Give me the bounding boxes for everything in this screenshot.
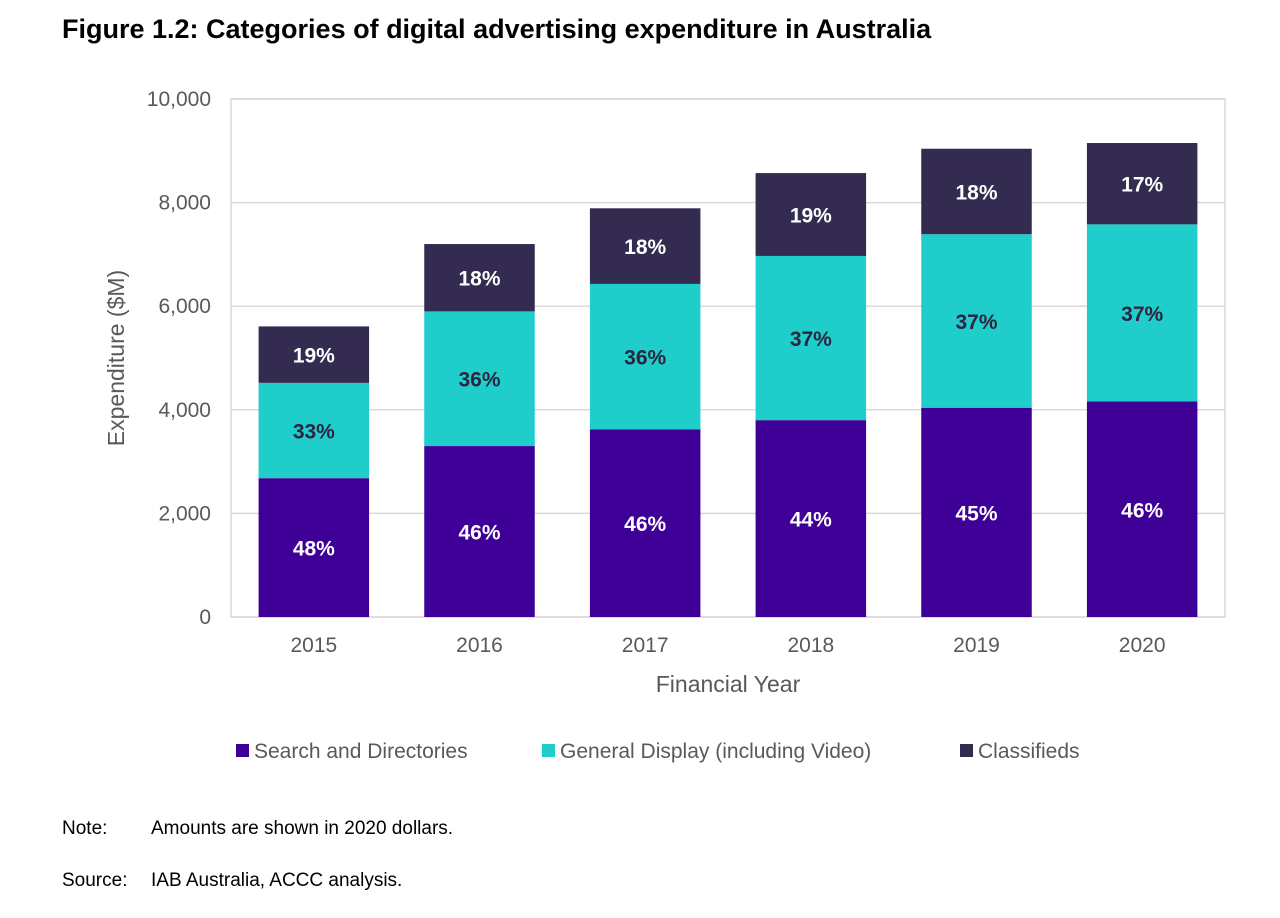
bar-data-label: 18% [458, 268, 500, 291]
bar-data-label: 18% [955, 181, 997, 204]
bar-data-label: 46% [624, 513, 666, 536]
bar-data-label: 45% [955, 502, 997, 525]
bar-data-label: 37% [790, 328, 832, 351]
y-axis-title: Expenditure ($M) [103, 270, 129, 446]
bar-segment-2 [589, 208, 701, 284]
bar-segment-1 [589, 283, 701, 430]
bar-segment-1 [921, 234, 1032, 408]
legend-swatch [236, 744, 249, 757]
bar-segment-2 [1086, 143, 1198, 225]
legend-label: Classifieds [978, 740, 1080, 763]
bar-data-label: 37% [955, 311, 997, 334]
figure-title: Figure 1.2: Categories of digital advert… [62, 14, 932, 44]
source-text: IAB Australia, ACCC analysis. [151, 870, 403, 891]
bar-segment-0 [755, 420, 867, 617]
bar-segment-2 [921, 148, 1032, 235]
y-tick-label: 0 [199, 606, 211, 629]
bar-segment-1 [755, 255, 867, 421]
legend-label: Search and Directories [254, 740, 468, 763]
x-tick-label: 2017 [622, 634, 669, 657]
bar-data-label: 18% [624, 236, 666, 259]
source-label: Source: [62, 870, 128, 891]
bar-data-label: 37% [1121, 303, 1163, 326]
bar-segment-2 [258, 326, 370, 383]
note-text: Amounts are shown in 2020 dollars. [151, 818, 454, 839]
y-tick-label: 4,000 [158, 399, 211, 422]
bar-segment-0 [1086, 401, 1198, 617]
x-tick-label: 2018 [787, 634, 834, 657]
x-tick-label: 2015 [290, 634, 337, 657]
y-tick-label: 8,000 [158, 192, 211, 215]
bar-segment-0 [424, 446, 535, 617]
note-label: Note: [62, 818, 108, 839]
bar-segment-0 [589, 429, 701, 617]
bar-data-label: 17% [1121, 174, 1163, 197]
y-tick-label: 2,000 [158, 502, 211, 525]
bar-data-label: 46% [458, 522, 500, 545]
bar-segment-2 [424, 244, 535, 312]
legend-swatch [960, 744, 973, 757]
x-tick-label: 2019 [953, 634, 1000, 657]
x-tick-label: 2020 [1119, 634, 1166, 657]
bar-data-label: 33% [293, 421, 335, 444]
y-tick-label: 6,000 [158, 295, 211, 318]
plot-area-border [230, 98, 1226, 618]
x-tick-label: 2016 [456, 634, 503, 657]
bar-data-label: 36% [624, 347, 666, 370]
bar-data-label: 44% [790, 509, 832, 532]
y-tick-label: 10,000 [147, 88, 211, 111]
bar-data-label: 19% [293, 345, 335, 368]
x-axis-title: Financial Year [656, 671, 801, 697]
bar-data-label: 48% [293, 538, 335, 561]
bar-data-label: 36% [458, 369, 500, 392]
bar-segment-2 [755, 173, 867, 256]
legend-swatch [542, 744, 555, 757]
bar-segment-0 [921, 407, 1032, 617]
legend-label: General Display (including Video) [560, 740, 871, 763]
bar-data-label: 19% [790, 205, 832, 228]
stacked-bar-chart: 0 2,000 4,000 6,000 8,000 10,000 48% 33% 19% 2015… [103, 88, 1226, 763]
bar-segment-1 [258, 382, 370, 479]
bar-data-label: 46% [1121, 499, 1163, 522]
bar-segment-1 [1086, 224, 1198, 402]
bar-segment-0 [258, 478, 370, 617]
bar-segment-1 [424, 311, 535, 447]
